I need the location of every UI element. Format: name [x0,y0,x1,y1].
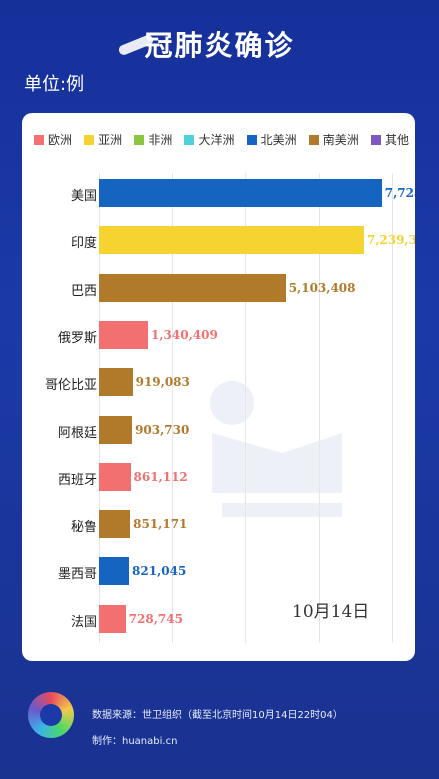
legend-item: 其他 [370,131,409,148]
category-label: 秘鲁 [70,520,97,536]
category-label: 印度 [70,236,97,252]
grid-line [245,173,247,643]
legend-swatch [184,134,195,145]
legend-swatch [308,134,319,145]
bar [99,557,130,586]
legend-item: 欧洲 [34,131,72,148]
category-label: 阿根廷 [57,425,97,441]
grid-line [318,173,320,643]
grid-line [172,173,174,643]
page-title: 冠肺炎确诊 [144,29,295,62]
category-label: 俄罗斯 [57,330,97,346]
legend-swatch [134,134,145,145]
bar [99,510,131,539]
legend-label: 非洲 [148,133,173,147]
value-label: 919,083 [135,375,190,390]
legend-label: 大洋洲 [198,133,235,147]
date-label: 10月14日 [292,602,370,622]
bar [99,226,364,255]
legend-swatch [370,134,381,145]
legend-item: 非洲 [134,131,172,148]
legend-label: 其他 [384,133,409,147]
bar [99,415,133,444]
category-label: 巴西 [70,283,97,299]
legend-swatch [34,134,44,145]
value-label: 5,103,408 [288,280,356,295]
category-label: 美国 [70,189,97,204]
legend-item: 大洋洲 [184,131,234,148]
grid-line [391,173,393,643]
legend-label: 欧洲 [48,133,73,147]
value-label: 7,728,436 [384,186,415,200]
legend-swatch [84,134,95,145]
bar [99,179,382,207]
unit-label: 单位:例 [24,74,85,95]
bar [99,604,126,633]
category-label: 西班牙 [57,472,97,488]
category-label: 哥伦比亚 [44,378,97,394]
bar [99,368,133,397]
bar [99,320,149,349]
legend-item: 北美洲 [246,131,297,148]
legend-label: 北美洲 [260,133,297,147]
watermark-icon [210,381,342,517]
value-label: 903,730 [135,422,190,437]
value-label: 7,239,389 [366,233,415,248]
brand-logo-icon [28,692,74,738]
value-label: 1,340,409 [151,327,218,342]
category-label: 墨西哥 [57,567,97,583]
value-label: 861,112 [133,469,188,484]
chart-legend: 欧洲 亚洲 非洲 大洋洲 北美洲 南美洲 其他 [34,131,409,148]
legend-item: 亚洲 [84,131,122,148]
grid-line [99,173,100,643]
category-label: 法国 [70,614,97,630]
value-label: 728,745 [128,611,183,626]
legend-label: 南美洲 [322,133,359,147]
value-label: 821,045 [132,564,187,579]
value-label: 851,171 [133,517,188,532]
legend-swatch [246,134,257,145]
bar [99,273,286,302]
legend-item: 南美洲 [308,131,359,148]
bar [99,462,131,491]
legend-label: 亚洲 [98,133,123,147]
footer-source: 数据来源：世卫组织（截至北京时间10月14日22时04） [92,710,343,721]
chart-card: 欧洲 亚洲 非洲 大洋洲 北美洲 南美洲 其他 美国 7,728,436 印度 7,239,389… [22,113,415,661]
footer-producer: 制作：huanabi.cn [92,736,178,747]
